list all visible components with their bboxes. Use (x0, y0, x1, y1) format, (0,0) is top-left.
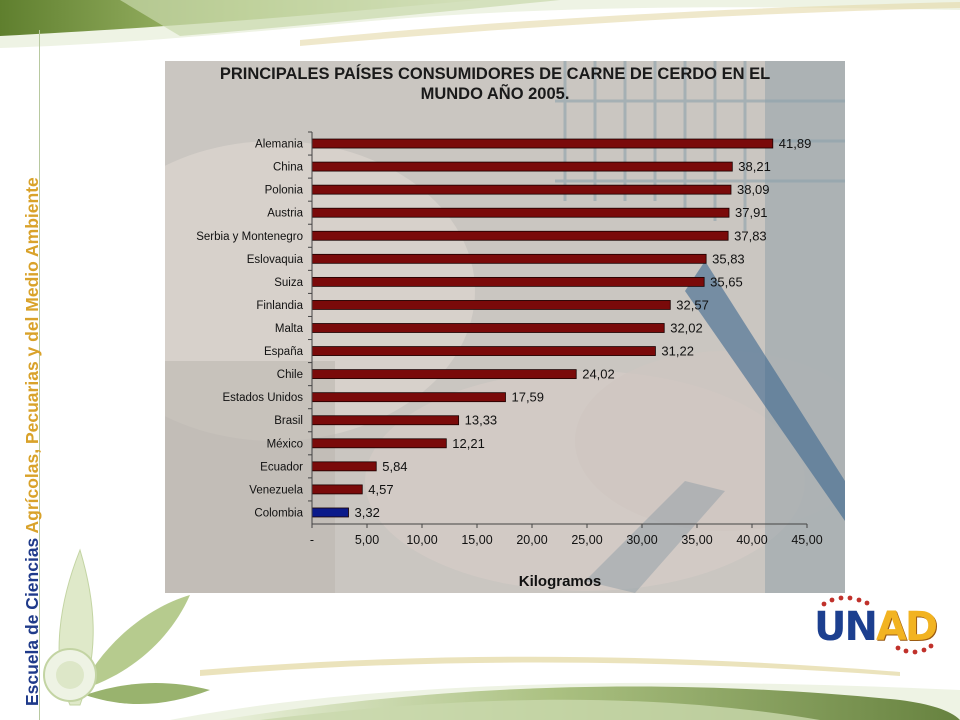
x-tick-label: - (310, 533, 314, 547)
top-decoration (0, 0, 960, 48)
category-label: Finlandia (256, 300, 303, 312)
category-label: Malta (275, 323, 304, 335)
logo-letter-n: N (844, 604, 878, 650)
bar-eslovaquia (311, 253, 707, 264)
bar-colombia (311, 507, 349, 518)
logo-dots (821, 595, 934, 655)
chart-title-line1: PRINCIPALES PAÍSES CONSUMIDORES DE CARNE… (219, 65, 771, 83)
category-label: Brasil (274, 415, 303, 427)
bar-venezuela (311, 484, 363, 495)
category-label: Polonia (265, 185, 304, 197)
category-label: Colombia (254, 507, 303, 519)
category-label: Serbia y Montenegro (196, 231, 303, 243)
logo-wordmark: UNAD (814, 604, 938, 650)
x-tick-label: 25,00 (571, 533, 602, 547)
data-label: 5,84 (382, 459, 407, 474)
x-tick-label: 40,00 (736, 533, 767, 547)
bar-austria (311, 207, 730, 218)
data-label: 35,65 (710, 274, 743, 289)
data-label: 17,59 (511, 390, 544, 405)
x-tick-label: 10,00 (406, 533, 437, 547)
data-label: 4,57 (368, 482, 393, 497)
category-label: Chile (277, 369, 303, 381)
chart-title: PRINCIPALES PAÍSES CONSUMIDORES DE CARNE… (165, 64, 825, 104)
x-tick-label: 30,00 (626, 533, 657, 547)
unad-logo: UNAD (810, 594, 940, 660)
bar-estados-unidos (311, 392, 506, 403)
x-tick-label: 15,00 (461, 533, 492, 547)
bar-ecuador (311, 461, 377, 472)
data-label: 38,21 (738, 159, 771, 174)
x-tick-label: 45,00 (791, 533, 822, 547)
category-label: China (273, 162, 304, 174)
data-label: 41,89 (779, 136, 812, 151)
bar-alemania (311, 138, 774, 149)
category-label: España (264, 346, 304, 358)
data-label: 35,83 (712, 251, 745, 266)
data-label: 38,09 (737, 182, 770, 197)
data-label: 37,91 (735, 205, 768, 220)
x-axis-title: Kilogramos (519, 573, 602, 590)
bar-brasil (311, 415, 460, 426)
bar-suiza (311, 276, 705, 287)
category-label: Suiza (274, 277, 303, 289)
category-label: Venezuela (249, 484, 303, 496)
category-label: Austria (267, 208, 303, 220)
x-tick-label: 5,00 (355, 533, 379, 547)
bar-china (311, 161, 733, 172)
chart-title-line2: MUNDO AÑO 2005. (420, 85, 570, 103)
category-label: Estados Unidos (222, 392, 303, 404)
category-label: Ecuador (260, 461, 303, 473)
bar-polonia (311, 184, 732, 195)
school-name-part2: Agrícolas, Pecuarias y del Medio Ambient… (22, 177, 42, 534)
logo-letters-ad: AD (875, 604, 938, 650)
x-tick-label: 20,00 (516, 533, 547, 547)
data-label: 37,83 (734, 228, 767, 243)
bar-chart: Alemania 41,89 China 38,21 Polonia 38,09 Austr… (196, 131, 823, 590)
category-label: Eslovaquia (247, 254, 304, 266)
bar-finlandia (311, 300, 671, 310)
data-label: 31,22 (661, 344, 694, 359)
bar-malta (311, 323, 665, 333)
bar-m-xico (311, 438, 447, 449)
sidebar-divider (39, 30, 40, 720)
bar-chile (311, 369, 577, 380)
category-label: Alemania (255, 139, 304, 151)
x-tick-label: 35,00 (681, 533, 712, 547)
category-label: México (267, 438, 303, 450)
logo-letter-u: U (814, 604, 847, 650)
bottom-decoration (170, 656, 960, 720)
bar-espa-a (311, 346, 656, 356)
leaf-decoration (43, 548, 210, 706)
data-label: 3,32 (355, 505, 380, 520)
chart-panel: PRINCIPALES PAÍSES CONSUMIDORES DE CARNE… (165, 61, 845, 593)
data-label: 13,33 (465, 413, 498, 428)
data-label: 32,02 (670, 321, 703, 336)
data-label: 12,21 (452, 436, 485, 451)
data-label: 24,02 (582, 367, 615, 382)
bar-serbia-y-montenegro (311, 230, 729, 241)
data-label: 32,57 (676, 297, 709, 312)
